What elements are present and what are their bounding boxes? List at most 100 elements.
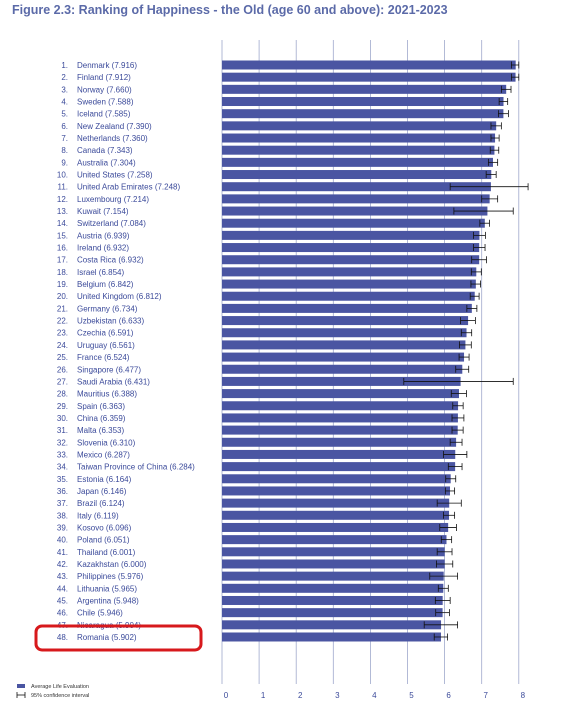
country-label: China (6.359) (77, 414, 126, 423)
bar-22 (222, 316, 469, 326)
bar-28 (222, 389, 459, 399)
country-label: Estonia (6.164) (77, 475, 132, 484)
bar-34 (222, 462, 456, 472)
bar-2 (222, 72, 516, 82)
rank-number: 17. (57, 256, 68, 265)
rank-number: 12. (57, 195, 68, 204)
country-label: Kazakhstan (6.000) (77, 560, 147, 569)
rank-number: 45. (57, 596, 68, 605)
bar-19 (222, 279, 476, 289)
country-label: Italy (6.119) (77, 511, 119, 520)
rank-number: 30. (57, 414, 68, 423)
bar-41 (222, 547, 445, 557)
rank-number: 13. (57, 207, 68, 216)
country-label: Belgium (6.842) (77, 280, 134, 289)
country-label: Singapore (6.477) (77, 365, 141, 374)
bar-43 (222, 571, 444, 581)
legend-bar-swatch (17, 684, 25, 688)
bar-42 (222, 559, 445, 569)
rank-number: 32. (57, 438, 68, 447)
country-label: Uruguay (6.561) (77, 341, 135, 350)
rank-number: 9. (61, 158, 68, 167)
bar-15 (222, 230, 480, 240)
country-label: Saudi Arabia (6.431) (77, 377, 150, 386)
x-tick-label: 0 (224, 691, 229, 700)
rank-number: 2. (61, 73, 68, 82)
country-label: Kosovo (6.096) (77, 523, 132, 532)
country-label: Netherlands (7.360) (77, 134, 148, 143)
country-label: Mexico (6.287) (77, 450, 130, 459)
country-label: Lithuania (5.965) (77, 584, 137, 593)
country-label: Poland (6.051) (77, 536, 130, 545)
x-tick-label: 8 (521, 691, 526, 700)
rank-number: 48. (57, 633, 68, 642)
rank-number: 25. (57, 353, 68, 362)
rank-number: 31. (57, 426, 68, 435)
rank-number: 35. (57, 475, 68, 484)
country-label: Canada (7.343) (77, 146, 133, 155)
bar-14 (222, 218, 485, 228)
rank-number: 10. (57, 171, 68, 180)
rank-number: 22. (57, 317, 68, 326)
country-label: Taiwan Province of China (6.284) (77, 463, 195, 472)
rank-number: 1. (61, 61, 68, 70)
bar-5 (222, 109, 504, 119)
rank-number: 44. (57, 584, 68, 593)
rank-number: 41. (57, 548, 68, 557)
bar-11 (222, 182, 491, 192)
rank-number: 27. (57, 377, 68, 386)
bar-35 (222, 474, 451, 484)
rank-number: 7. (61, 134, 68, 143)
country-label: United States (7.258) (77, 171, 153, 180)
bar-40 (222, 535, 447, 545)
country-label: Spain (6.363) (77, 402, 125, 411)
country-label: Luxembourg (7.214) (77, 195, 149, 204)
rank-number: 29. (57, 402, 68, 411)
country-label: Mauritius (6.388) (77, 390, 137, 399)
country-label: Japan (6.146) (77, 487, 127, 496)
bar-21 (222, 303, 472, 313)
legend-label-average: Average Life Evaluation (31, 684, 89, 690)
figure-title: Figure 2.3: Ranking of Happiness - the O… (12, 3, 448, 17)
x-tick-label: 3 (335, 691, 340, 700)
rank-number: 28. (57, 390, 68, 399)
country-label: Israel (6.854) (77, 268, 124, 277)
row-labels: 1. Denmark (7.916) 2. Finland (7.912) 3. Norw… (57, 61, 195, 642)
x-tick-label: 5 (409, 691, 414, 700)
highlight-box (34, 624, 203, 652)
legend: Average Life Evaluation 95% confidence in… (16, 684, 89, 699)
bar-10 (222, 170, 492, 180)
bar-45 (222, 595, 443, 605)
country-label: Kuwait (7.154) (77, 207, 129, 216)
country-label: Costa Rica (6.932) (77, 256, 144, 265)
bar-9 (222, 157, 493, 167)
country-label: Ireland (6.932) (77, 244, 129, 253)
country-label: Uzbekistan (6.633) (77, 317, 144, 326)
rank-number: 37. (57, 499, 68, 508)
bar-12 (222, 194, 490, 204)
rank-number: 14. (57, 219, 68, 228)
country-label: Thailand (6.001) (77, 548, 136, 557)
rank-number: 16. (57, 244, 68, 253)
bar-24 (222, 340, 466, 350)
country-label: Romania (5.902) (77, 633, 137, 642)
x-tick-label: 2 (298, 691, 303, 700)
rank-number: 36. (57, 487, 68, 496)
rank-number: 18. (57, 268, 68, 277)
bar-13 (222, 206, 488, 216)
country-label: Germany (6.734) (77, 304, 138, 313)
country-label: United Kingdom (6.812) (77, 292, 162, 301)
country-label: Argentina (5.948) (77, 596, 139, 605)
country-label: Malta (6.353) (77, 426, 124, 435)
bar-27 (222, 376, 461, 386)
rank-number: 46. (57, 609, 68, 618)
x-tick-label: 4 (372, 691, 377, 700)
country-label: Philippines (5.976) (77, 572, 144, 581)
bar-37 (222, 498, 450, 508)
bars (222, 60, 529, 642)
bar-31 (222, 425, 458, 435)
x-tick-label: 7 (483, 691, 488, 700)
country-label: Australia (7.304) (77, 158, 136, 167)
bar-4 (222, 97, 504, 107)
